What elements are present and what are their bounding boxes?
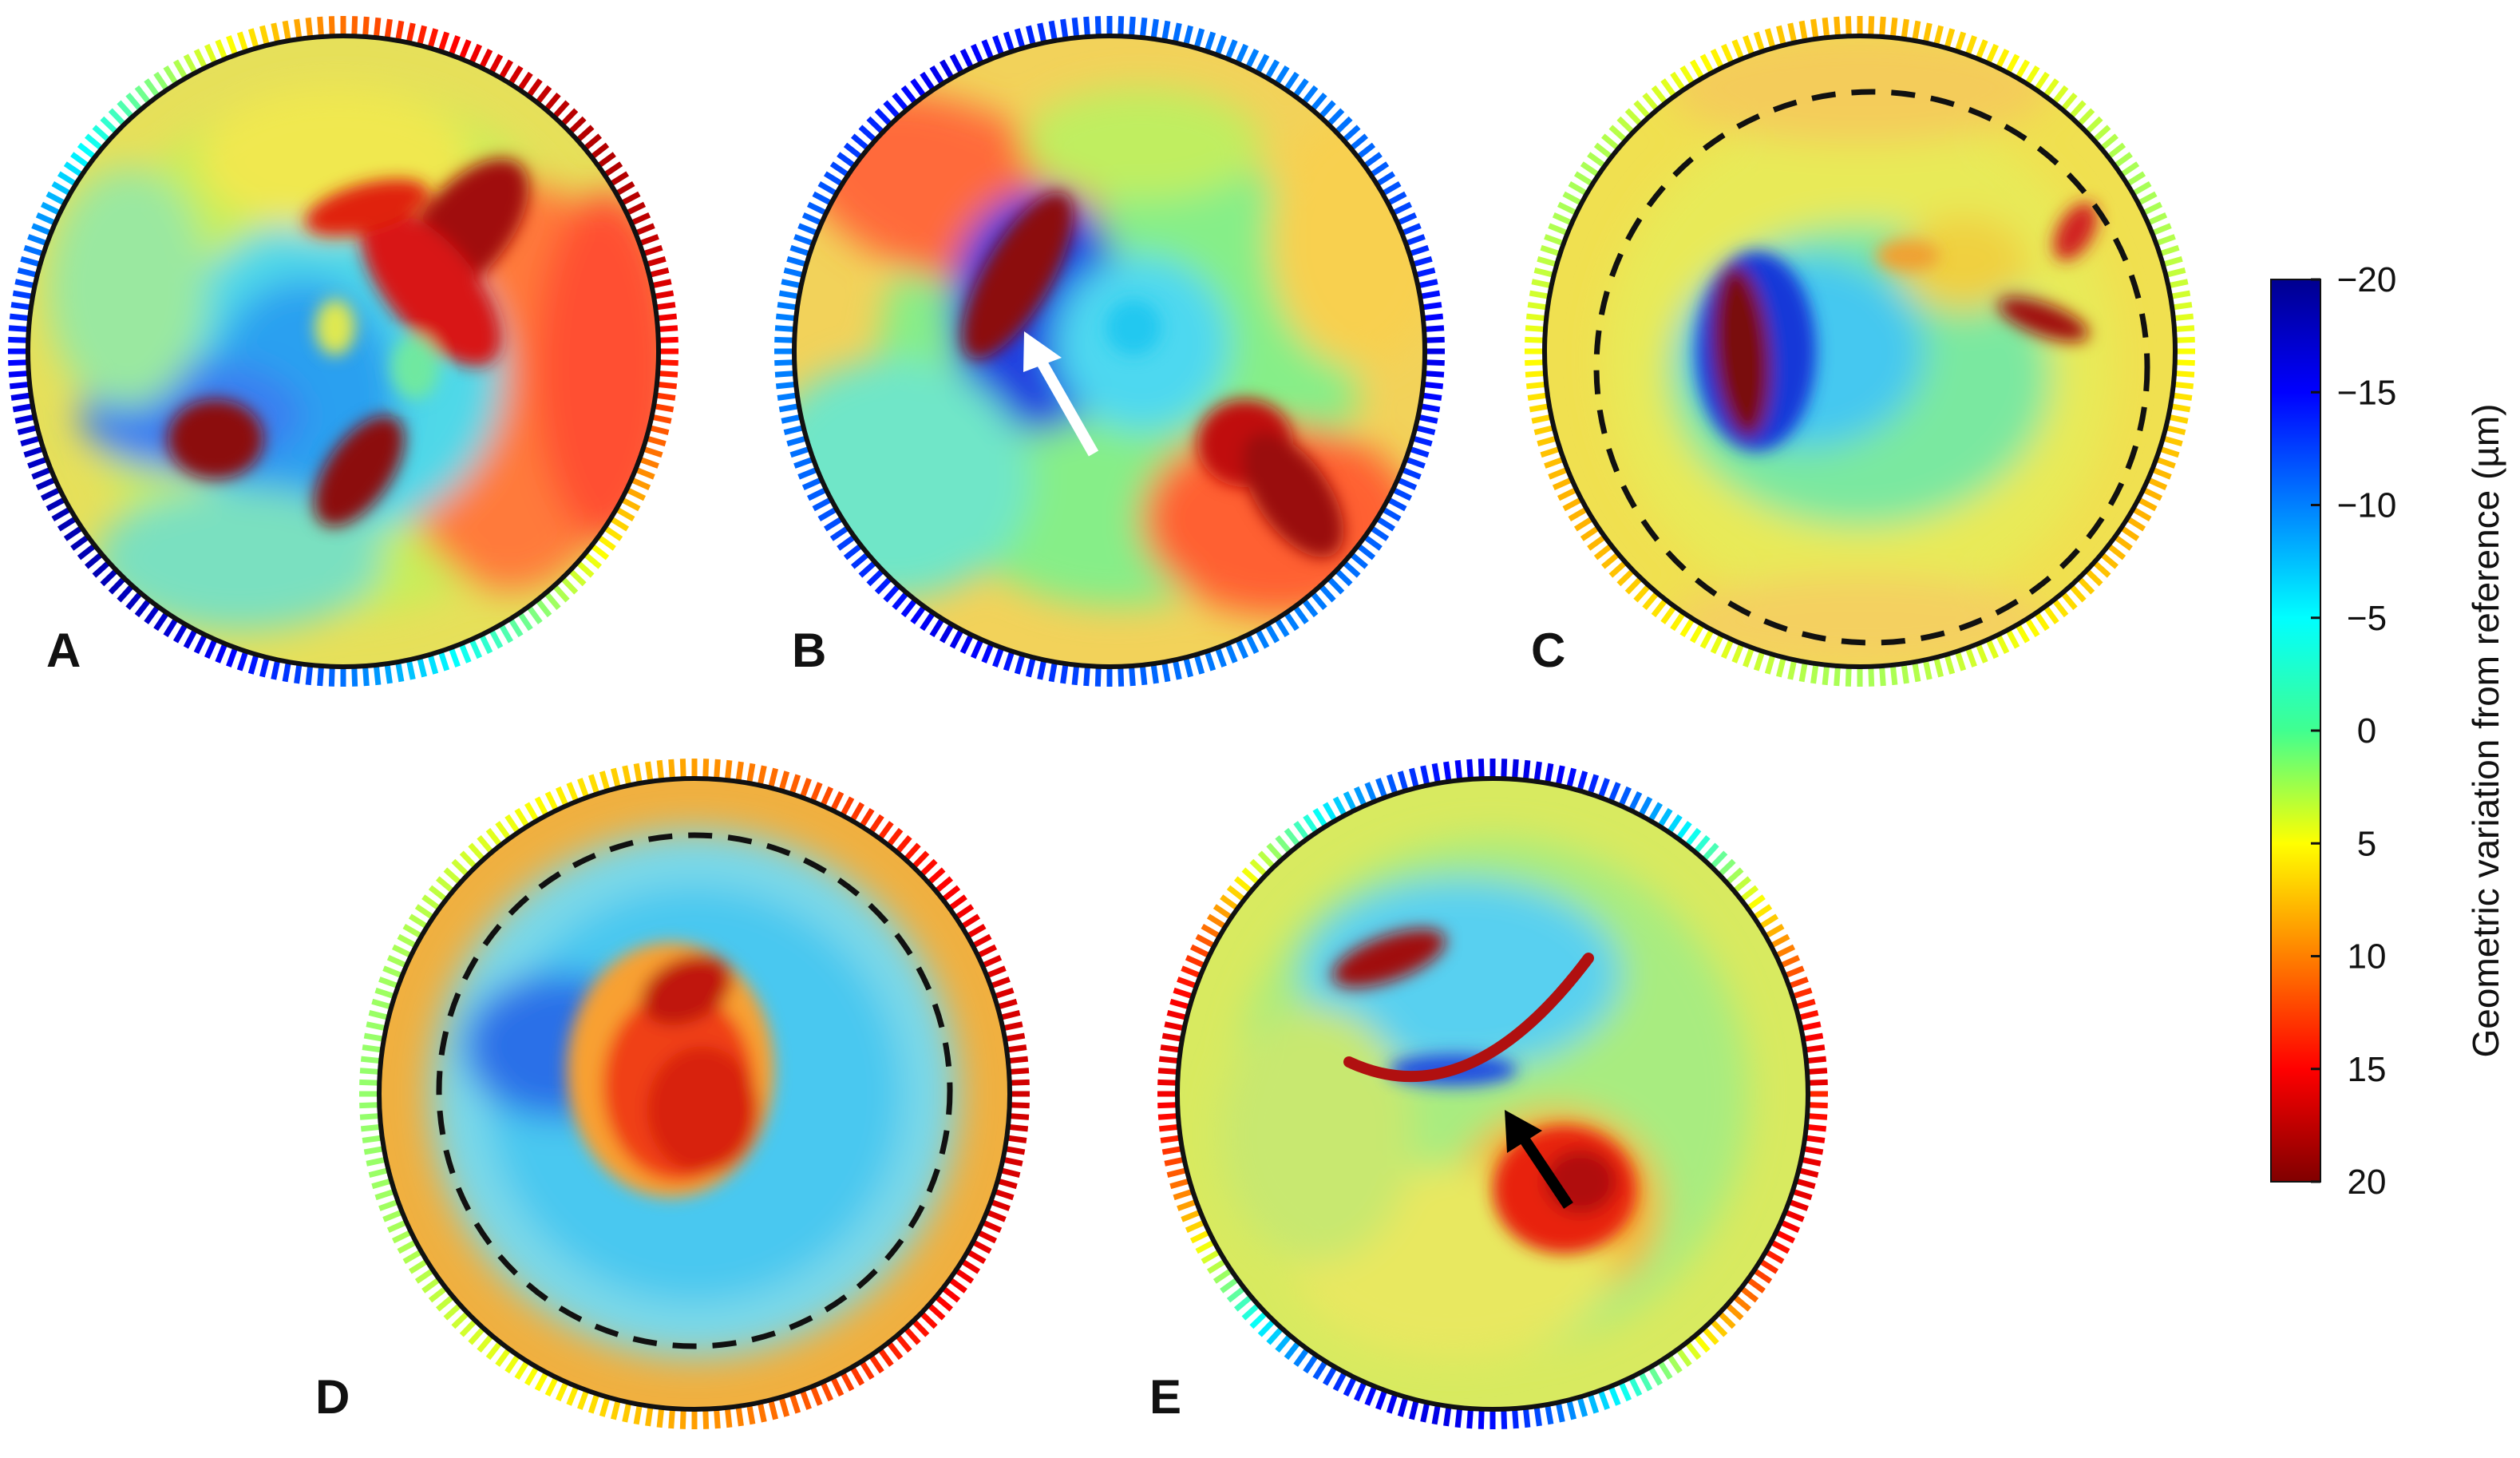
colorbar-tick-label: 5 [2357, 824, 2376, 863]
panel-e-map [1177, 779, 1808, 1409]
panel-c: C [1525, 16, 2195, 687]
panel-d: D [315, 759, 1030, 1429]
colorbar-tick-label: −20 [2337, 260, 2397, 299]
panel-d-dashed-boundary [436, 832, 953, 1349]
panel-c-map [1545, 36, 2175, 667]
colorbar-tick-label: −15 [2337, 373, 2397, 412]
panel-b-map [794, 36, 1425, 667]
colorbar-tick-label: 20 [2348, 1163, 2387, 1202]
panel-b-white-arrow [1023, 331, 1099, 457]
panel-a-map [28, 36, 659, 667]
panel-b-boundary [792, 34, 1427, 669]
panel-e-red-arc [1343, 953, 1594, 1083]
colorbar-tick-label: −5 [2347, 599, 2387, 638]
colorbar-tick-label: −10 [2337, 486, 2397, 525]
panel-d-boundary [377, 776, 1012, 1412]
panel-d-label: D [315, 1370, 350, 1424]
colorbar-tick-label: 15 [2348, 1050, 2387, 1089]
panel-e: E [1149, 759, 1828, 1429]
panel-d-map [379, 779, 1010, 1409]
panel-e-black-arrow [1505, 1110, 1573, 1209]
colorbar-title: Geometric variation from reference (µm) [2465, 404, 2506, 1058]
panel-c-label: C [1531, 624, 1565, 677]
panel-c-boundary [1542, 34, 2178, 669]
colorbar-tick-label: 0 [2357, 711, 2376, 751]
panel-e-boundary [1175, 776, 1810, 1412]
panel-e-label: E [1149, 1370, 1181, 1424]
panel-a-boundary [26, 34, 661, 669]
panel-a-label: A [46, 624, 81, 677]
colorbar-ticks: −20 −15 −10 −5 0 5 10 15 20 [2311, 260, 2396, 1202]
colorbar-tick-label: 10 [2348, 937, 2387, 977]
panel-c-dashed-boundary [1593, 89, 2150, 646]
panel-b-label: B [792, 624, 826, 677]
colorbar: −20 −15 −10 −5 0 5 10 15 20 Geometric variation … [2270, 260, 2506, 1202]
panel-a: A [8, 16, 678, 687]
panel-b: B [774, 16, 1445, 687]
